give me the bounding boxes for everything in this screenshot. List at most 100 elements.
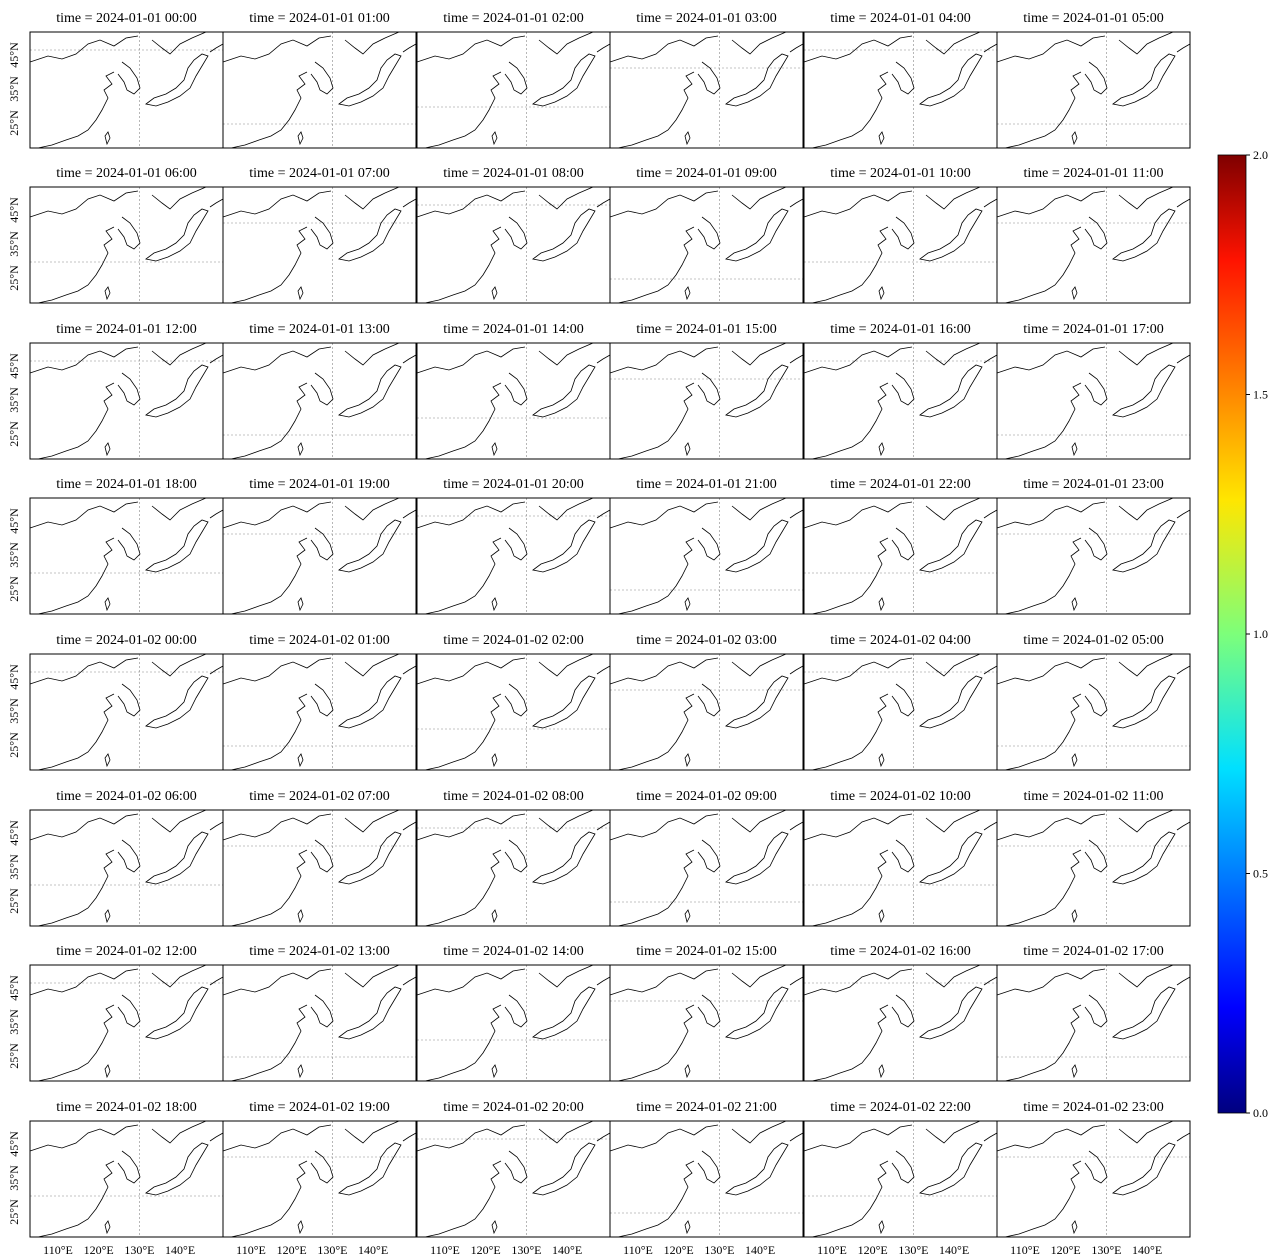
- coastline: [891, 527, 915, 561]
- coastline: [1071, 909, 1078, 924]
- coastline: [424, 693, 502, 771]
- lon-label: 140°E: [1132, 1243, 1162, 1257]
- coastline: [609, 1124, 719, 1152]
- coastline: [878, 753, 885, 768]
- coastline: [725, 675, 789, 729]
- lat-label: 35°N: [7, 542, 21, 568]
- lon-label: 110°E: [430, 1243, 460, 1257]
- lon-label: 110°E: [236, 1243, 266, 1257]
- coastline: [151, 31, 207, 55]
- lon-label: 140°E: [939, 1243, 969, 1257]
- coastline: [402, 43, 417, 53]
- coastline: [310, 372, 334, 406]
- coastline: [222, 346, 332, 374]
- lon-label: 110°E: [1010, 1243, 1040, 1257]
- panel-title: time = 2024-01-02 10:00: [830, 789, 971, 804]
- map-panel: [803, 31, 998, 149]
- map-panel: [416, 186, 611, 304]
- coastline: [1176, 1132, 1191, 1142]
- coastline: [1176, 43, 1191, 53]
- coastline: [310, 683, 334, 717]
- map-panel: [609, 31, 804, 149]
- coastline: [789, 821, 804, 831]
- coastline: [925, 186, 981, 210]
- coastline: [609, 35, 719, 63]
- panel-frame: [996, 653, 1191, 771]
- coastline: [310, 1150, 334, 1184]
- coastline: [104, 597, 111, 612]
- coastline: [1071, 131, 1078, 146]
- coastline: [725, 53, 789, 107]
- panel-title: time = 2024-01-01 22:00: [830, 477, 971, 492]
- coastline: [151, 497, 207, 521]
- map-panel: [222, 31, 417, 149]
- coastline: [811, 693, 889, 771]
- panel-background: [997, 810, 1190, 926]
- lat-label: 45°N: [7, 353, 21, 379]
- coastline: [996, 657, 1106, 685]
- coastline: [209, 821, 224, 831]
- panel-frame: [996, 31, 1191, 149]
- coastline: [1084, 1150, 1108, 1184]
- panel-background: [610, 187, 803, 303]
- lon-label: 130°E: [124, 1243, 154, 1257]
- map-panel: [803, 964, 998, 1082]
- panel-background: [610, 1121, 803, 1237]
- panel-frame: [609, 497, 804, 615]
- panel-title: time = 2024-01-01 17:00: [1023, 322, 1164, 337]
- coastline: [145, 1142, 209, 1196]
- panel-title: time = 2024-01-02 06:00: [56, 789, 197, 804]
- coastline: [731, 342, 787, 366]
- coastline: [725, 364, 789, 418]
- panel-title: time = 2024-01-01 11:00: [1024, 166, 1164, 181]
- panel-background: [997, 343, 1190, 459]
- coastline: [996, 346, 1106, 374]
- coastline: [297, 909, 304, 924]
- coastline: [919, 53, 983, 107]
- coastline: [878, 442, 885, 457]
- coastline: [609, 813, 719, 841]
- coastline: [532, 675, 596, 729]
- coastline: [402, 821, 417, 831]
- panel-title: time = 2024-01-01 18:00: [56, 477, 197, 492]
- map-panel: [222, 342, 417, 460]
- map-panel: [996, 497, 1191, 615]
- coastline: [925, 31, 981, 55]
- coastline: [104, 131, 111, 146]
- coastline: [416, 35, 526, 63]
- coastline: [532, 53, 596, 107]
- coastline: [230, 226, 308, 304]
- lat-label: 35°N: [7, 387, 21, 413]
- coastline: [803, 968, 913, 996]
- coastline: [416, 190, 526, 218]
- coastline: [996, 35, 1106, 63]
- coastline: [37, 71, 115, 149]
- coastline: [491, 1220, 498, 1235]
- lat-label: 25°N: [7, 421, 21, 447]
- coastline: [29, 813, 139, 841]
- coastline: [609, 501, 719, 529]
- coastline: [29, 968, 139, 996]
- panel-title: time = 2024-01-01 03:00: [636, 11, 777, 26]
- coastline: [731, 964, 787, 988]
- coastline: [919, 831, 983, 885]
- coastline: [117, 61, 141, 95]
- coastline: [891, 994, 915, 1028]
- lat-label: 25°N: [7, 110, 21, 136]
- panel-title: time = 2024-01-02 17:00: [1023, 944, 1164, 959]
- panel-frame: [222, 964, 417, 1082]
- coastline: [402, 665, 417, 675]
- coastline: [344, 809, 400, 833]
- map-panel: [416, 342, 611, 460]
- panel-title: time = 2024-01-02 20:00: [443, 1100, 584, 1115]
- panel-frame: [222, 186, 417, 304]
- panel-title: time = 2024-01-01 21:00: [636, 477, 777, 492]
- panel-background: [417, 498, 610, 614]
- coastline: [697, 839, 721, 873]
- coastline: [29, 190, 139, 218]
- coastline: [596, 821, 611, 831]
- coastline: [919, 208, 983, 262]
- panel-frame: [609, 809, 804, 927]
- coastline: [104, 442, 111, 457]
